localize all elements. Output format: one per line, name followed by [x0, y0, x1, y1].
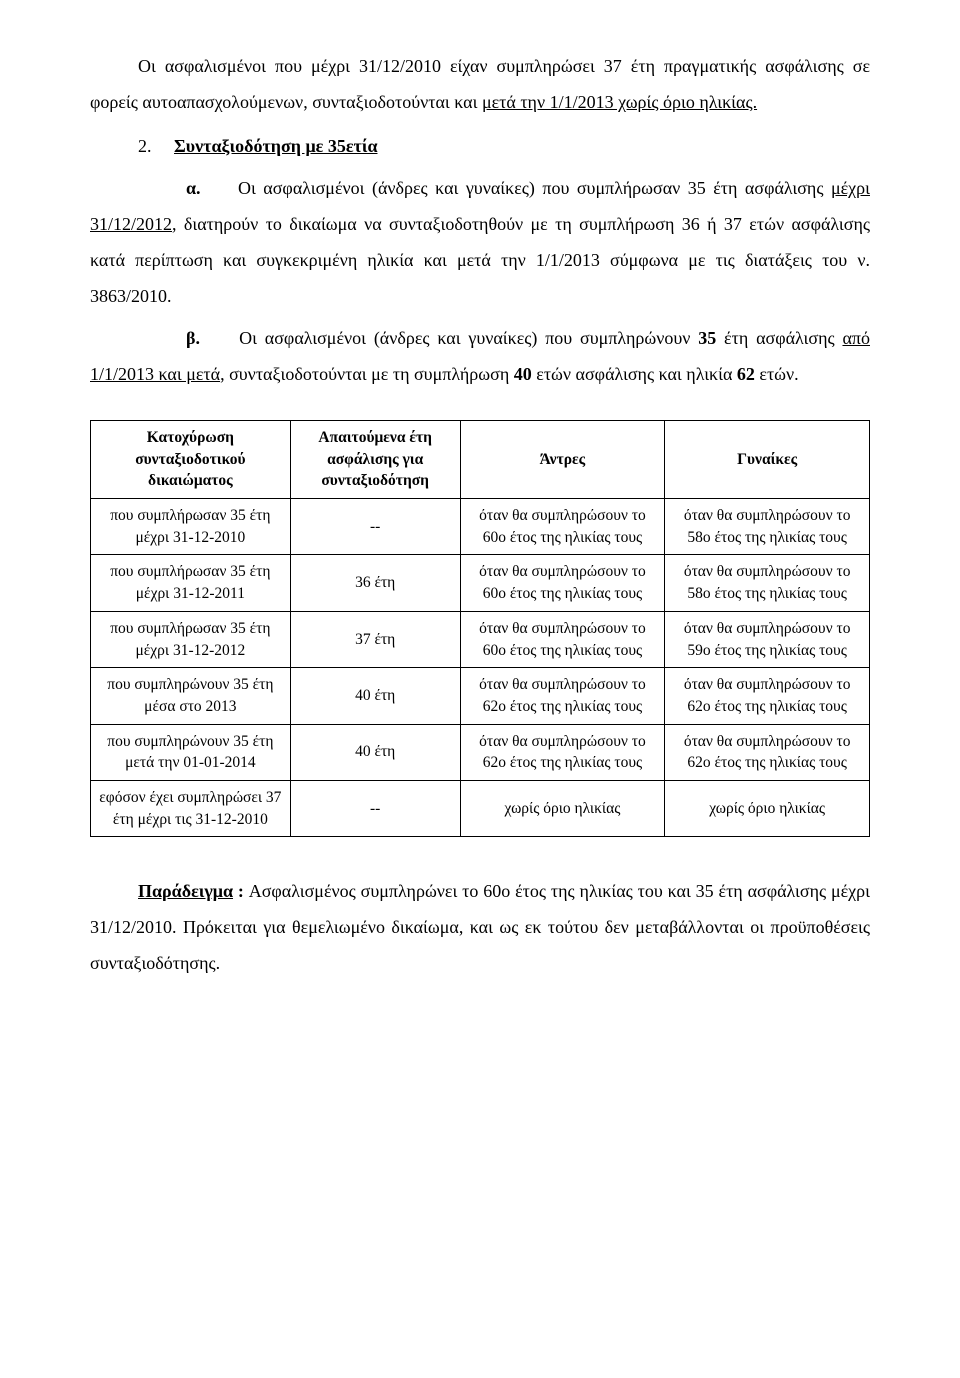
list-item-2: 2. Συνταξιοδότηση με 35ετία: [90, 128, 870, 164]
table-header: Κατοχύρωση συνταξιοδοτικού δικαιώματος: [91, 421, 291, 499]
text: , διατηρούν το δικαίωμα να συνταξιοδοτηθ…: [90, 214, 870, 306]
document-page: Οι ασφαλισμένοι που μέχρι 31/12/2010 είχ…: [0, 0, 960, 1378]
table-cell: όταν θα συμπληρώσουν το 58ο έτος της ηλι…: [665, 555, 870, 611]
table-cell: όταν θα συμπληρώσουν το 60ο έτος της ηλι…: [460, 555, 665, 611]
table-cell: όταν θα συμπληρώσουν το 59ο έτος της ηλι…: [665, 611, 870, 667]
table-header: Άντρες: [460, 421, 665, 499]
text: ετών.: [755, 364, 799, 384]
table-row: που συμπληρώνουν 35 έτη μέσα στο 2013 40…: [91, 668, 870, 724]
text-bold: 35: [698, 328, 716, 348]
table-cell: όταν θα συμπληρώσουν το 62ο έτος της ηλι…: [460, 668, 665, 724]
text-bold: 62: [737, 364, 755, 384]
table-row: που συμπλήρωσαν 35 έτη μέχρι 31-12-2010 …: [91, 499, 870, 555]
table-cell: που συμπληρώνουν 35 έτη μέσα στο 2013: [91, 668, 291, 724]
sub-label: α.: [186, 178, 201, 198]
text: Οι ασφαλισμένοι (άνδρες και γυναίκες) πο…: [238, 178, 831, 198]
list-number: 2.: [138, 136, 152, 156]
table-row: που συμπληρώνουν 35 έτη μετά την 01-01-2…: [91, 724, 870, 780]
table-cell: 40 έτη: [290, 724, 460, 780]
sub-item-a: α. Οι ασφαλισμένοι (άνδρες και γυναίκες)…: [90, 170, 870, 314]
text: , συνταξιοδοτούνται με τη συμπλήρωση: [220, 364, 514, 384]
example-paragraph: Παράδειγμα : Ασφαλισμένος συμπληρώνει το…: [90, 873, 870, 981]
table-cell: 37 έτη: [290, 611, 460, 667]
table-cell: εφόσον έχει συμπληρώσει 37 έτη μέχρι τις…: [91, 780, 291, 836]
table-cell: που συμπλήρωσαν 35 έτη μέχρι 31-12-2010: [91, 499, 291, 555]
table-cell: που συμπλήρωσαν 35 έτη μέχρι 31-12-2011: [91, 555, 291, 611]
sub-label: β.: [186, 328, 200, 348]
text-bold: 40: [514, 364, 532, 384]
pension-table: Κατοχύρωση συνταξιοδοτικού δικαιώματος Α…: [90, 420, 870, 837]
table-header: Γυναίκες: [665, 421, 870, 499]
table-header-row: Κατοχύρωση συνταξιοδοτικού δικαιώματος Α…: [91, 421, 870, 499]
text: Οι ασφαλισμένοι (άνδρες και γυναίκες) πο…: [239, 328, 698, 348]
table-header: Απαιτούμενα έτη ασφάλισης για συνταξιοδό…: [290, 421, 460, 499]
table-cell: όταν θα συμπληρώσουν το 62ο έτος της ηλι…: [665, 724, 870, 780]
table-cell: --: [290, 780, 460, 836]
sub-item-b: β. Οι ασφαλισμένοι (άνδρες και γυναίκες)…: [90, 320, 870, 392]
table-cell: χωρίς όριο ηλικίας: [460, 780, 665, 836]
text-underline: μετά την 1/1/2013 χωρίς όριο ηλικίας.: [482, 92, 757, 112]
table-row: εφόσον έχει συμπληρώσει 37 έτη μέχρι τις…: [91, 780, 870, 836]
table-cell: όταν θα συμπληρώσουν το 62ο έτος της ηλι…: [460, 724, 665, 780]
text: έτη ασφάλισης: [716, 328, 842, 348]
text-bold: :: [233, 881, 249, 901]
example-label: Παράδειγμα: [138, 881, 233, 901]
table-cell: όταν θα συμπληρώσουν το 62ο έτος της ηλι…: [665, 668, 870, 724]
text: ετών ασφάλισης και ηλικία: [532, 364, 737, 384]
table-cell: όταν θα συμπληρώσουν το 58ο έτος της ηλι…: [665, 499, 870, 555]
section-title: Συνταξιοδότηση με 35ετία: [174, 136, 377, 156]
paragraph-intro: Οι ασφαλισμένοι που μέχρι 31/12/2010 είχ…: [90, 48, 870, 120]
table-cell: που συμπληρώνουν 35 έτη μετά την 01-01-2…: [91, 724, 291, 780]
table-cell: όταν θα συμπληρώσουν το 60ο έτος της ηλι…: [460, 499, 665, 555]
table-cell: χωρίς όριο ηλικίας: [665, 780, 870, 836]
table-cell: 36 έτη: [290, 555, 460, 611]
table-row: που συμπλήρωσαν 35 έτη μέχρι 31-12-2012 …: [91, 611, 870, 667]
table-cell: --: [290, 499, 460, 555]
table-cell: που συμπλήρωσαν 35 έτη μέχρι 31-12-2012: [91, 611, 291, 667]
table-cell: όταν θα συμπληρώσουν το 60ο έτος της ηλι…: [460, 611, 665, 667]
table-row: που συμπλήρωσαν 35 έτη μέχρι 31-12-2011 …: [91, 555, 870, 611]
table-cell: 40 έτη: [290, 668, 460, 724]
